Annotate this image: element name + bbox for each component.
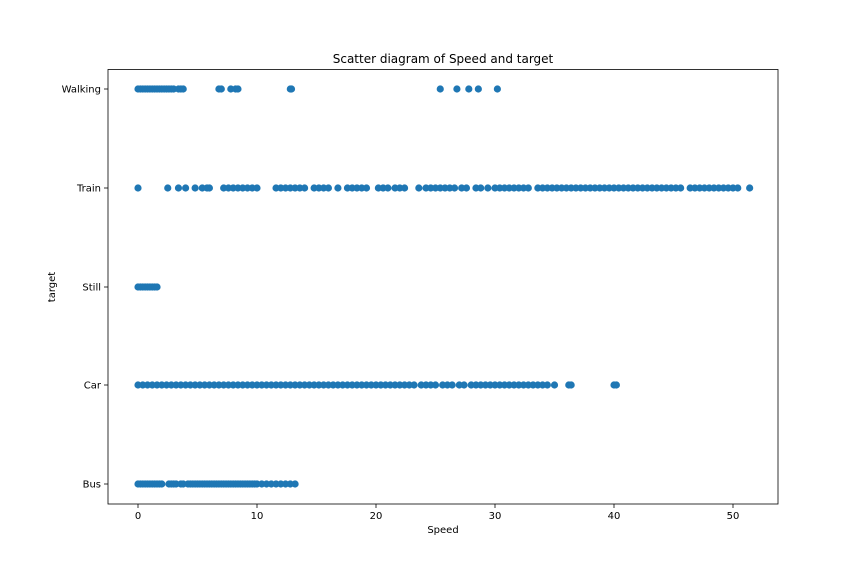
x-tick-label: 50 — [727, 511, 740, 522]
point-train — [477, 184, 485, 192]
x-tick-label: 20 — [370, 511, 383, 522]
point-train — [301, 184, 309, 192]
chart-title: Scatter diagram of Speed and target — [333, 52, 554, 66]
point-car — [410, 381, 418, 389]
point-bus — [291, 480, 299, 488]
point-train — [324, 184, 332, 192]
y-tick-label-car: Car — [84, 381, 102, 392]
y-axis: Bus Car Still Train Walking — [62, 85, 108, 491]
point-train — [384, 184, 392, 192]
point-bus — [158, 480, 166, 488]
point-train — [334, 184, 342, 192]
point-walking — [217, 85, 225, 93]
point-train — [191, 184, 199, 192]
point-walking — [179, 85, 187, 93]
data-points — [134, 85, 754, 488]
point-train — [205, 184, 213, 192]
point-train — [362, 184, 371, 192]
point-car — [431, 381, 440, 389]
point-car — [543, 381, 551, 389]
point-car — [550, 381, 559, 389]
y-tick-label-bus: Bus — [83, 480, 101, 491]
point-car — [448, 381, 456, 389]
point-train — [734, 184, 742, 192]
point-car — [567, 381, 575, 389]
point-still — [153, 283, 161, 291]
point-train — [746, 184, 754, 192]
x-axis-label: Speed — [427, 525, 458, 536]
point-train — [134, 184, 142, 192]
point-train — [400, 184, 409, 192]
point-train — [182, 184, 190, 192]
point-car — [612, 381, 620, 389]
x-tick-label: 0 — [135, 511, 141, 522]
point-train — [174, 184, 183, 192]
point-train — [415, 184, 423, 192]
point-walking — [465, 85, 473, 93]
point-walking — [493, 85, 501, 93]
point-train — [164, 184, 172, 192]
point-train — [450, 184, 459, 192]
point-train — [484, 184, 492, 192]
point-walking — [453, 85, 461, 93]
plot-frame — [107, 69, 779, 505]
point-walking — [287, 85, 296, 93]
point-walking — [234, 85, 242, 93]
x-tick-label: 30 — [489, 511, 502, 522]
x-tick-label: 10 — [251, 511, 264, 522]
point-train — [677, 184, 685, 192]
x-tick-label: 40 — [608, 511, 621, 522]
y-tick-label-train: Train — [76, 184, 101, 195]
y-tick-label-still: Still — [82, 283, 101, 294]
point-walking — [474, 85, 482, 93]
y-axis-label: target — [47, 272, 58, 302]
point-train — [524, 184, 532, 192]
point-train — [462, 184, 471, 192]
point-walking — [436, 85, 444, 93]
x-axis: 0 10 20 30 40 50 — [135, 504, 740, 522]
y-tick-label-walking: Walking — [62, 85, 101, 96]
point-car — [460, 381, 468, 389]
point-train — [253, 184, 261, 192]
